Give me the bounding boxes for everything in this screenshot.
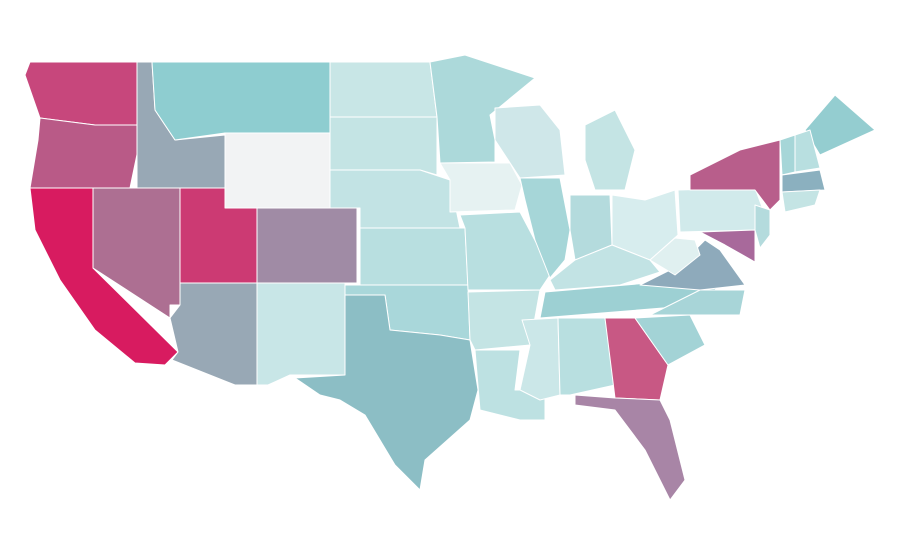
state — [779, 134, 796, 176]
state — [519, 317, 561, 401]
state — [256, 207, 358, 284]
state — [459, 211, 551, 291]
state — [329, 116, 438, 176]
state — [794, 129, 821, 173]
state — [689, 139, 781, 211]
state — [649, 237, 701, 276]
state — [494, 104, 566, 179]
state — [329, 61, 438, 118]
state — [169, 282, 258, 386]
state — [549, 244, 661, 291]
state — [24, 61, 138, 126]
state — [224, 132, 331, 209]
state — [677, 187, 766, 233]
state — [781, 169, 826, 193]
state — [584, 109, 636, 191]
state — [519, 177, 571, 279]
state — [604, 317, 669, 401]
state — [29, 117, 141, 189]
state — [151, 61, 331, 141]
state — [557, 317, 616, 396]
state — [294, 294, 479, 491]
state — [634, 314, 706, 366]
state — [439, 162, 523, 213]
state — [699, 229, 756, 263]
state — [754, 204, 771, 249]
state — [467, 289, 541, 351]
state — [781, 189, 821, 213]
state — [574, 394, 686, 501]
state — [359, 227, 469, 286]
state — [256, 282, 346, 386]
state — [804, 94, 876, 156]
state — [474, 349, 546, 421]
